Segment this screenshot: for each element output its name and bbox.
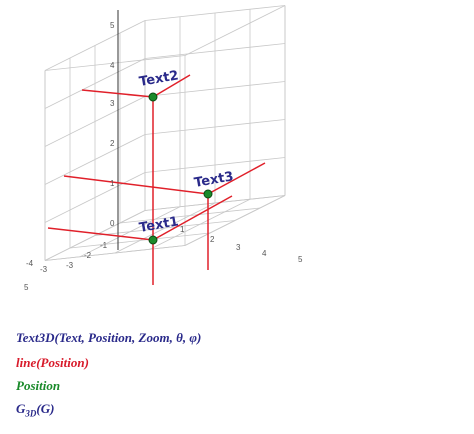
point-label: Text1 (138, 214, 180, 236)
g3d-sub: 3D (25, 408, 37, 419)
grid-line (44, 245, 186, 261)
grid-line (44, 58, 146, 109)
x-tick-label: -2 (84, 251, 92, 260)
y-tick-label: 5 (24, 283, 29, 292)
g3d-arg: (G) (36, 401, 55, 416)
grid-line (144, 81, 286, 97)
legend-line: line(Position) (16, 355, 89, 370)
grid-line (144, 5, 286, 21)
x-tick-label: 3 (236, 243, 241, 252)
legend-position: Position (16, 378, 61, 393)
line (63, 162, 266, 195)
x-tick-label: -3 (66, 261, 74, 270)
grid-line (144, 157, 286, 173)
grid-line (44, 134, 146, 185)
grid-line (144, 195, 286, 211)
point (148, 235, 158, 245)
y-tick-label: -3 (40, 265, 48, 274)
point (203, 189, 213, 199)
grid-line (44, 20, 146, 71)
z-tick-label: 4 (110, 61, 115, 70)
z-tick-label: 2 (110, 139, 115, 148)
point-label: Text3 (193, 169, 235, 191)
grid-line (69, 232, 211, 249)
point (148, 92, 158, 102)
grid-line (144, 43, 286, 59)
plot-3d: Text2 Text3 Text1 5 4 3 2 1 0 -3 -2 -1 1… (24, 5, 303, 292)
x-tick-label: 1 (180, 225, 185, 234)
z-tick-label: 0 (110, 219, 115, 228)
legend-g3d: G3D(G) (16, 401, 54, 419)
x-tick-label: 5 (298, 255, 303, 264)
point-label: Text2 (138, 68, 180, 90)
z-tick-label: 5 (110, 21, 115, 30)
y-tick-label: -4 (26, 259, 34, 268)
z-tick-label: 3 (110, 99, 115, 108)
grid-line (44, 210, 146, 261)
z-tick-label: 1 (110, 179, 115, 188)
grid-line (44, 172, 146, 223)
grid (44, 5, 286, 261)
grid-line (184, 5, 286, 56)
x-tick-label: 2 (210, 235, 215, 244)
x-tick-label: 4 (262, 249, 267, 258)
grid-line (149, 198, 251, 250)
legend-text3d: Text3D(Text, Position, Zoom, θ, φ) (16, 330, 202, 345)
grid-line (144, 119, 286, 135)
grid-line (184, 195, 286, 246)
grid-line (44, 96, 146, 147)
g3d-base: G (16, 401, 26, 416)
points (148, 92, 213, 245)
x-tick-label: -1 (100, 241, 108, 250)
grid-line (44, 55, 186, 71)
